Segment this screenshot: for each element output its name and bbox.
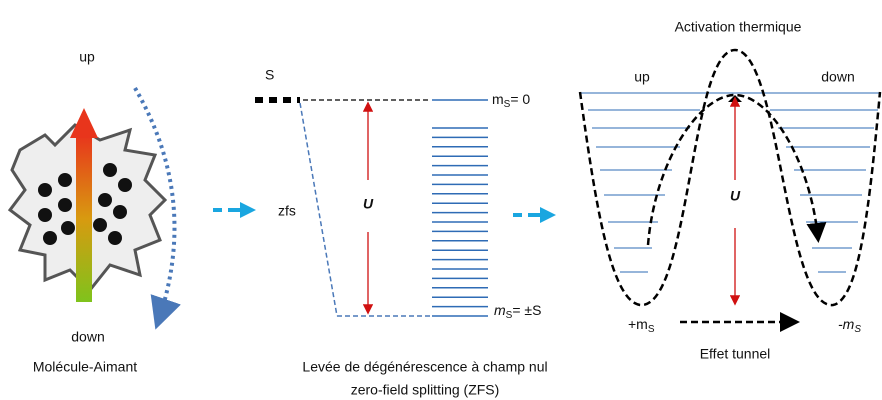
- label: up: [634, 69, 650, 85]
- caption: zero-field splitting (ZFS): [351, 382, 500, 398]
- caption: Molécule-Aimant: [33, 359, 137, 375]
- label: up: [79, 49, 95, 65]
- label: zfs: [278, 203, 296, 219]
- label: U: [730, 188, 741, 204]
- label: -mS: [838, 316, 861, 335]
- molecule: [7, 86, 181, 330]
- title: Activation thermique: [675, 19, 802, 35]
- double-well: [578, 48, 882, 332]
- label: S: [265, 67, 274, 83]
- label: down: [821, 69, 854, 85]
- zfs-levels: [255, 97, 488, 317]
- caption: Levée de dégénérescence à champ nul: [302, 359, 547, 375]
- label: U: [363, 196, 374, 212]
- transition-arrow: [213, 202, 556, 223]
- caption: Effet tunnel: [700, 346, 771, 362]
- label: down: [71, 329, 104, 345]
- label: +mS: [628, 316, 655, 335]
- level-label: mS= 0: [492, 91, 530, 110]
- level-label: mS= ±S: [494, 302, 541, 321]
